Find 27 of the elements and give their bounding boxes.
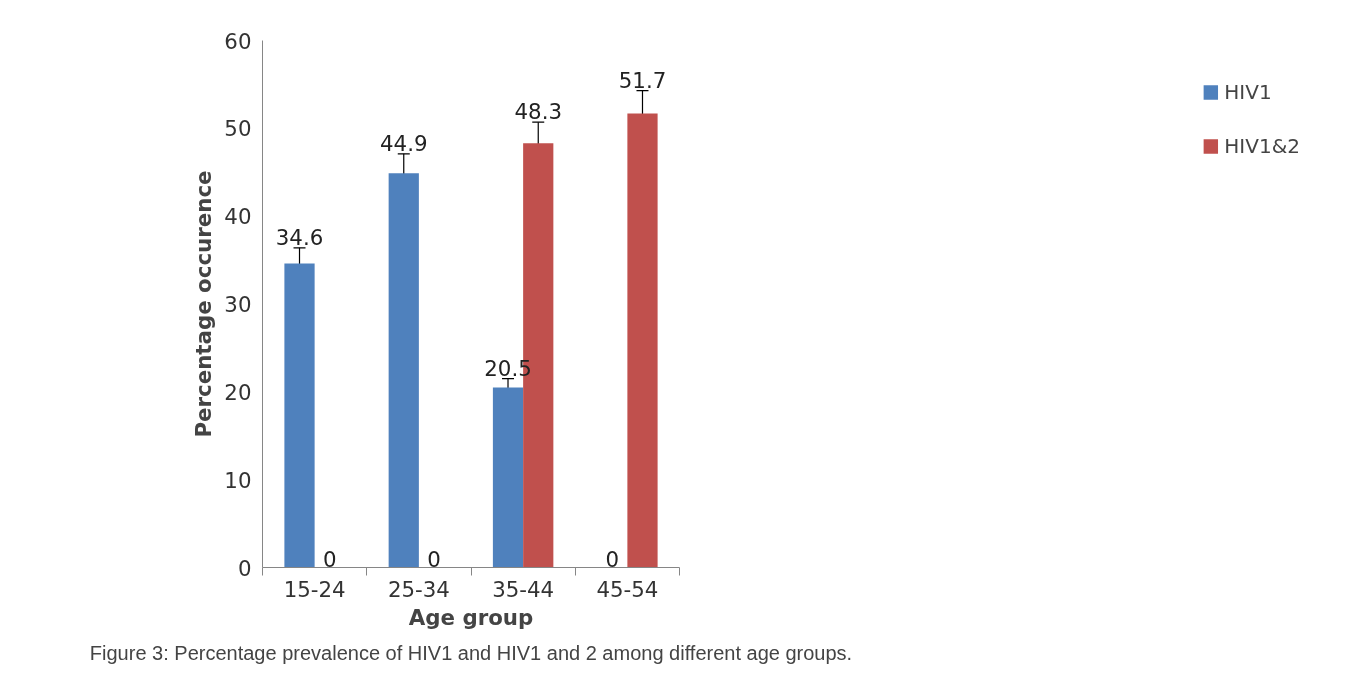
- data-label: 34.6: [275, 224, 324, 250]
- data-label: 0: [427, 546, 441, 572]
- y-tick-label: 0: [237, 555, 252, 581]
- x-axis-title: Age group: [408, 604, 534, 630]
- bar: [627, 113, 658, 568]
- x-tick-label: 15-24: [283, 576, 346, 602]
- x-tick-label: 25-34: [387, 576, 450, 602]
- bar: [388, 173, 419, 568]
- bar: [284, 263, 315, 568]
- data-label: 0: [322, 546, 337, 572]
- data-label: 51.7: [618, 67, 667, 93]
- y-axis-title: Percentage occurence: [191, 170, 217, 438]
- caption: Figure 3: Percentage prevalence of HIV1 and HIV1 and 2 among different age groups.: [89, 641, 853, 664]
- y-tick-label: 30: [224, 292, 252, 317]
- legend-label: HIV1: [1224, 80, 1272, 104]
- data-label: 48.3: [514, 99, 562, 125]
- data-label: 0: [605, 546, 620, 572]
- y-tick-label: 10: [224, 467, 252, 493]
- bar: [492, 387, 524, 568]
- x-tick-label: 45-54: [596, 576, 659, 602]
- y-tick-label: 50: [224, 116, 252, 142]
- legend-label: HIV1&2: [1224, 134, 1300, 158]
- y-tick-label: 60: [224, 28, 252, 54]
- y-tick-label: 20: [224, 379, 252, 405]
- y-tick-label: 40: [224, 204, 252, 230]
- x-tick-label: 35-44: [492, 576, 555, 602]
- data-label: 44.9: [380, 130, 428, 156]
